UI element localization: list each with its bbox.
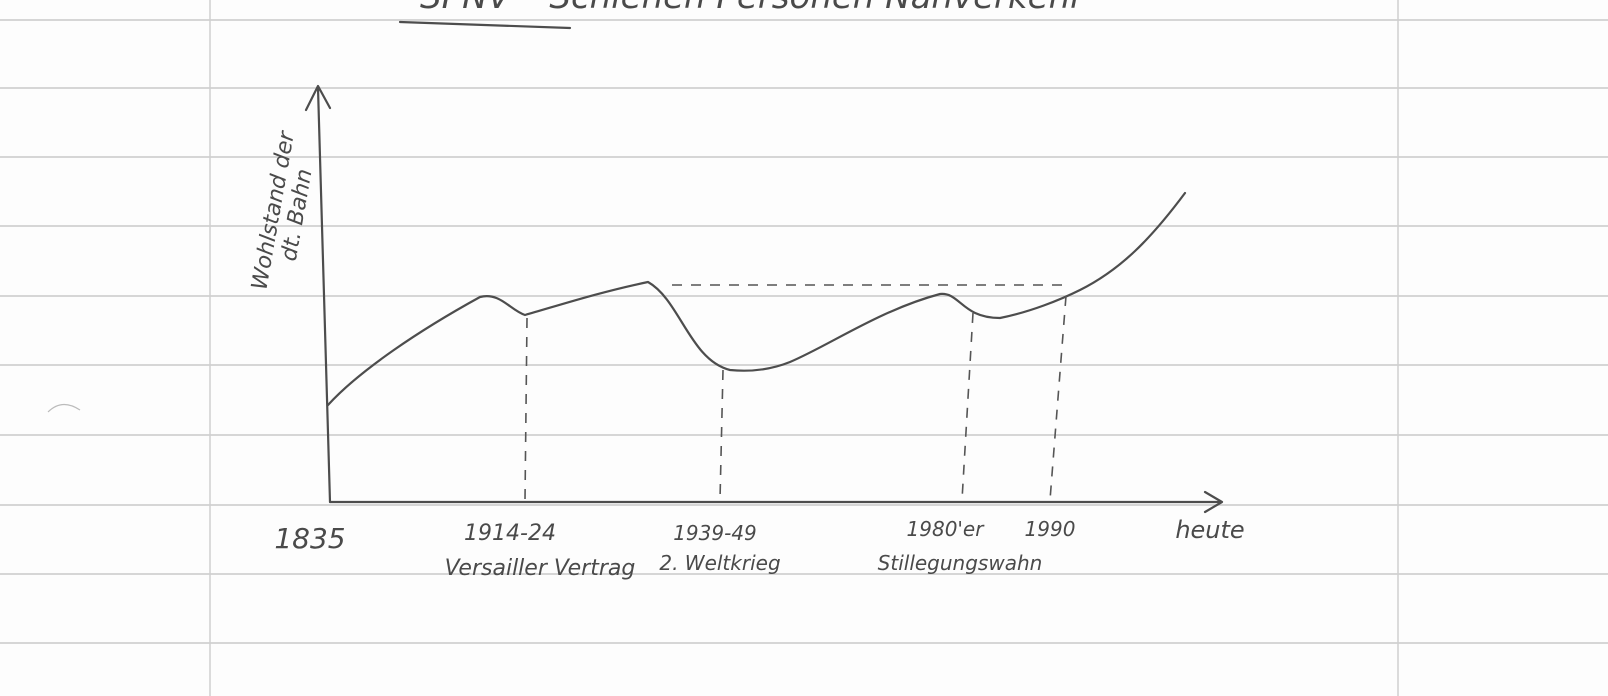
x-note: 2. Weltkrieg: [659, 551, 780, 575]
x-note: Versailler Vertrag: [445, 556, 636, 581]
x-label: 1939-49: [673, 521, 757, 545]
x-label: 1914-24: [464, 521, 556, 546]
x-axis: [328, 490, 1224, 514]
punch-hole: [47, 403, 81, 413]
x-label: heute: [1175, 516, 1244, 544]
marker-line: [719, 369, 724, 501]
heading-underline: [398, 20, 572, 30]
x-label: 1990: [1025, 517, 1076, 541]
prosperity-curve: [326, 191, 1187, 407]
marker-line: [1049, 295, 1067, 501]
y-axis: [304, 84, 332, 504]
x-note: Stillegungswahn: [878, 551, 1043, 575]
x-label: 1835: [274, 522, 345, 555]
x-label: 1980'er: [907, 517, 986, 541]
page-heading: SPNV – Schienen Personen Nahverkehr: [420, 0, 1086, 17]
marker-line: [961, 312, 974, 501]
